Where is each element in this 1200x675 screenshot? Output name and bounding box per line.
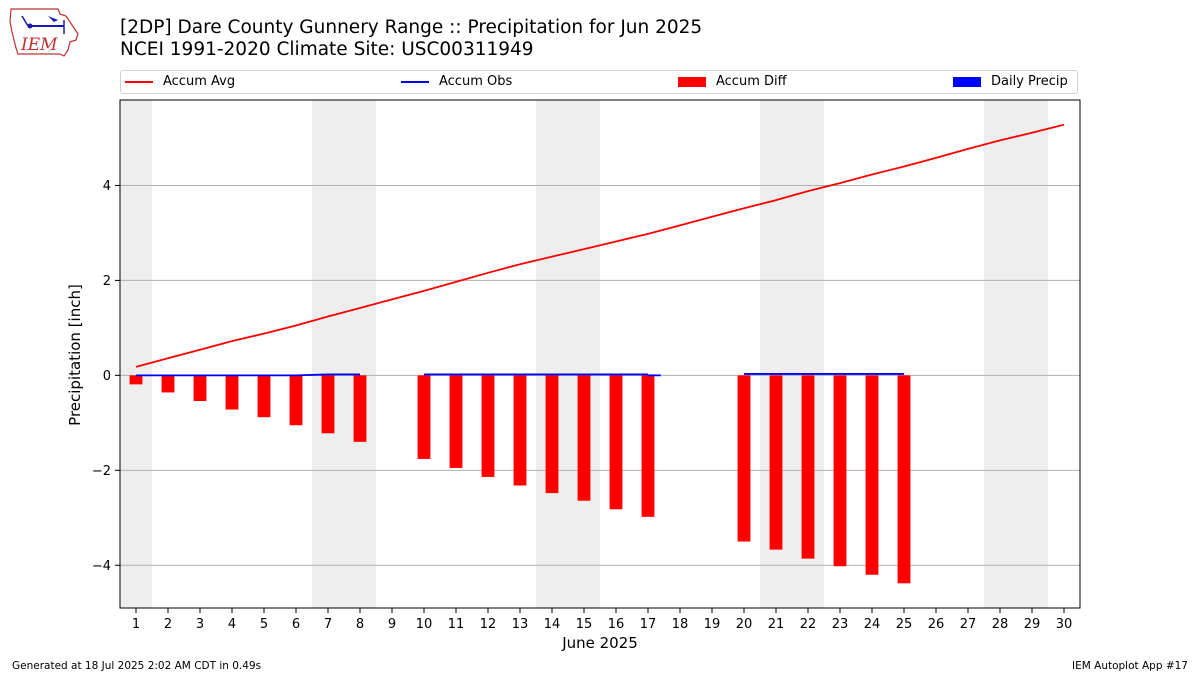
accum-diff-bar	[737, 375, 751, 542]
generated-timestamp: Generated at 18 Jul 2025 2:02 AM CDT in …	[12, 660, 262, 672]
accum-diff-bar	[801, 375, 815, 559]
accum-diff-bar	[225, 375, 239, 410]
legend-item-accum-avg: Accum Avg	[125, 74, 235, 89]
legend-item-daily-precip: Daily Precip	[953, 74, 1068, 89]
y-tick-label: 4	[103, 179, 111, 194]
iem-logo: IEM	[9, 8, 79, 57]
accum-diff-bar	[449, 375, 463, 468]
chart-title: [2DP] Dare County Gunnery Range :: Preci…	[120, 17, 703, 38]
x-tick-label: 25	[896, 617, 913, 632]
accum-obs-line	[136, 373, 360, 377]
accum-diff-bar	[545, 375, 559, 494]
x-tick-label: 28	[992, 617, 1009, 632]
x-tick-label: 2	[164, 617, 172, 632]
y-axis-label: Precipitation [inch]	[66, 284, 84, 426]
x-tick-label: 5	[260, 617, 268, 632]
app-label: IEM Autoplot App #17	[1072, 660, 1188, 672]
legend-item-accum-obs: Accum Obs	[401, 74, 512, 89]
plot-frame	[119, 99, 1081, 609]
legend-item-accum-diff: Accum Diff	[678, 74, 787, 89]
chart-subtitle: NCEI 1991-2020 Climate Site: USC00311949	[120, 39, 534, 60]
accum-avg-line	[135, 123, 1065, 368]
accum-diff-bar	[321, 375, 335, 434]
x-tick-label: 19	[704, 617, 721, 632]
accum-avg-swatch	[125, 80, 153, 83]
x-tick-label: 21	[768, 617, 785, 632]
x-tick-label: 14	[544, 617, 561, 632]
weekend-band	[120, 100, 152, 608]
daily-precip-swatch	[953, 76, 981, 87]
legend-label-accum-diff: Accum Diff	[716, 74, 787, 89]
x-tick-label: 20	[736, 617, 753, 632]
x-tick-label: 29	[1024, 617, 1041, 632]
legend: Accum Avg Accum Obs Accum Diff Daily Pre…	[120, 70, 1078, 94]
accum-diff-bar	[577, 375, 591, 501]
x-tick-label: 17	[640, 617, 657, 632]
legend-label-accum-avg: Accum Avg	[163, 74, 236, 89]
x-tick-label: 4	[228, 617, 236, 632]
x-tick-label: 9	[388, 617, 396, 632]
x-tick-label: 24	[864, 617, 881, 632]
accum-diff-bar	[481, 375, 495, 477]
accum-diff-bar	[865, 375, 879, 575]
accum-obs-swatch	[401, 80, 429, 83]
legend-label-accum-obs: Accum Obs	[439, 74, 513, 89]
x-tick-label: 12	[480, 617, 497, 632]
x-tick-label: 15	[576, 617, 593, 632]
x-tick-label: 8	[356, 617, 364, 632]
y-tick-label: 0	[103, 369, 111, 384]
x-tick-label: 1	[132, 617, 140, 632]
accum-diff-bar	[513, 375, 527, 486]
x-tick-label: 3	[196, 617, 204, 632]
x-tick-label: 18	[672, 617, 689, 632]
x-tick-label: 11	[448, 617, 465, 632]
x-tick-label: 7	[324, 617, 332, 632]
x-axis-label: June 2025	[562, 634, 638, 652]
accum-diff-bar	[353, 375, 367, 442]
legend-label-daily-precip: Daily Precip	[991, 74, 1068, 89]
x-tick-label: 13	[512, 617, 529, 632]
accum-diff-bar	[289, 375, 303, 426]
accum-diff-bar	[193, 375, 207, 402]
x-tick-label: 6	[292, 617, 300, 632]
x-tick-label: 16	[608, 617, 625, 632]
y-tick-label: −4	[92, 559, 111, 574]
accum-diff-bar	[161, 375, 175, 393]
accum-diff-bar	[257, 375, 271, 418]
y-tick-label: −2	[92, 464, 111, 479]
accum-diff-bar	[417, 375, 431, 459]
weekend-band	[984, 100, 1048, 608]
y-tick-label: 2	[103, 274, 111, 289]
x-tick-label: 22	[800, 617, 817, 632]
x-tick-label: 23	[832, 617, 849, 632]
x-tick-label: 27	[960, 617, 977, 632]
accum-diff-bar	[833, 375, 847, 567]
weekend-band	[536, 100, 600, 608]
logo-text: IEM	[20, 35, 58, 55]
x-tick-label: 30	[1056, 617, 1073, 632]
accum-diff-bar	[897, 375, 911, 584]
accum-diff-bar	[641, 375, 655, 517]
accum-diff-bar	[609, 375, 623, 510]
x-tick-label: 26	[928, 617, 945, 632]
weekend-band	[312, 100, 376, 608]
accum-diff-bar	[129, 375, 143, 385]
accum-diff-bar	[769, 375, 783, 550]
accum-diff-swatch	[678, 76, 706, 87]
x-tick-label: 10	[416, 617, 433, 632]
